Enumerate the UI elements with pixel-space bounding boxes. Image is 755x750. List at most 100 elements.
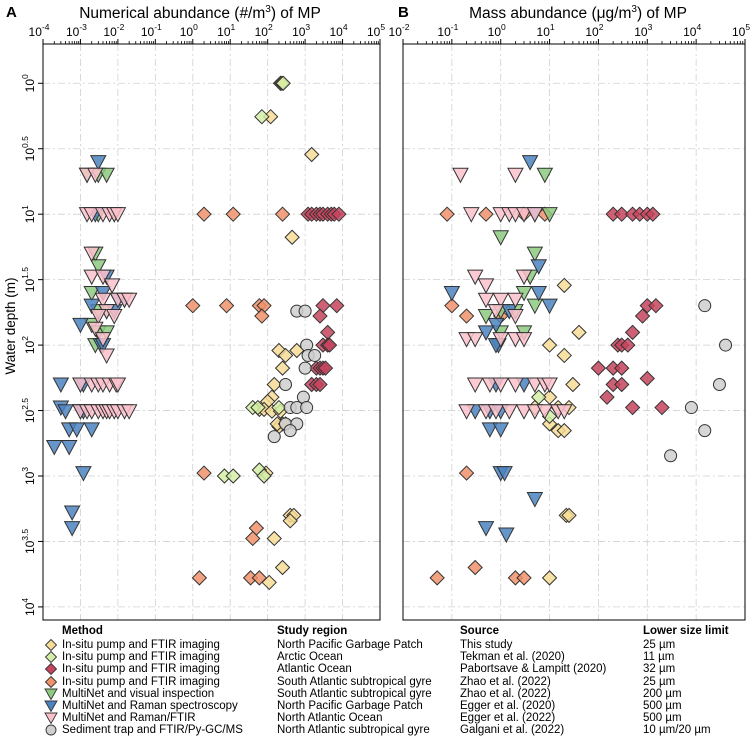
legend-row-size: 32 µm bbox=[643, 663, 676, 676]
data-point-a bbox=[283, 424, 297, 438]
x-tick-label-b: 101 bbox=[537, 22, 555, 39]
y-tick-label: 102.5 bbox=[20, 398, 37, 423]
y-tick-label: 101.5 bbox=[20, 267, 37, 292]
data-point-a bbox=[87, 321, 104, 338]
data-point-b bbox=[620, 337, 636, 353]
legend-row-method: In-situ pump and FTIR imaging bbox=[44, 663, 274, 676]
x-tick-label-a: 10-2 bbox=[103, 22, 124, 39]
legend-method-text: In-situ pump and FTIR imaging bbox=[62, 651, 220, 664]
data-point-a bbox=[63, 521, 81, 537]
x-tick-label-b: 103 bbox=[634, 22, 652, 39]
data-point-a bbox=[105, 309, 123, 325]
legend-row-size: 25 µm bbox=[643, 639, 676, 651]
legend-symbol bbox=[44, 663, 58, 676]
legend-row-method: Sediment trap and FTIR/Py-GC/MS bbox=[44, 724, 274, 736]
data-point-a bbox=[282, 513, 298, 529]
data-point-a bbox=[271, 399, 287, 416]
data-point-b bbox=[614, 206, 630, 222]
data-point-b bbox=[664, 449, 678, 463]
data-point-a bbox=[52, 377, 70, 394]
data-point-a bbox=[321, 337, 338, 353]
data-point-b bbox=[684, 401, 698, 415]
legend-symbol bbox=[44, 700, 58, 712]
data-point-b bbox=[526, 207, 544, 223]
legend-row-region: Arctic Ocean bbox=[277, 651, 343, 664]
legend-row-region: Atlantic Ocean bbox=[277, 663, 352, 676]
data-point-b bbox=[487, 404, 505, 420]
legend-row-size: 200 µm bbox=[643, 687, 682, 700]
x-tick-label-a: 101 bbox=[217, 22, 235, 39]
legend-method-column: Method In-situ pump and FTIR imaging In-s… bbox=[44, 624, 274, 737]
legend-row-method: In-situ pump and FTIR imaging bbox=[44, 651, 274, 664]
data-point-b bbox=[634, 308, 651, 324]
y-tick-label: 100.5 bbox=[20, 136, 37, 161]
data-point-b bbox=[614, 360, 630, 376]
legend-row-source: Pabortsave & Lampitt (2020) bbox=[460, 663, 607, 676]
legend-marker bbox=[44, 651, 58, 664]
x-tick-label-b: 10-1 bbox=[437, 22, 458, 39]
data-point-a bbox=[94, 292, 112, 309]
data-point-a bbox=[251, 570, 268, 586]
data-point-b bbox=[515, 332, 533, 348]
data-point-b bbox=[645, 206, 661, 222]
y-tick-label: 104 bbox=[20, 598, 37, 616]
legend-source-header: Source bbox=[460, 625, 499, 637]
data-point-a bbox=[191, 570, 208, 586]
data-point-a bbox=[245, 530, 261, 547]
legend: Method In-situ pump and FTIR imaging In-s… bbox=[0, 624, 755, 750]
legend-method-text: MultiNet and Raman/FTIR bbox=[62, 712, 196, 725]
data-point-b bbox=[541, 207, 558, 223]
data-point-a bbox=[83, 207, 101, 223]
data-point-b bbox=[526, 404, 544, 420]
data-point-a bbox=[225, 206, 241, 222]
grid-a bbox=[42, 44, 381, 620]
data-point-a bbox=[75, 466, 92, 482]
data-point-a bbox=[196, 465, 212, 481]
data-point-a bbox=[298, 304, 312, 318]
data-point-a bbox=[83, 246, 101, 263]
data-point-b bbox=[698, 424, 712, 438]
data-point-a bbox=[120, 292, 138, 309]
legend-source-column: Source This study Tekman et al. (2020) Pab… bbox=[460, 624, 640, 737]
y-tick-label: 103 bbox=[20, 467, 37, 485]
legend-symbol bbox=[44, 675, 58, 688]
data-point-a bbox=[225, 468, 241, 484]
data-point-b bbox=[452, 167, 469, 184]
legend-method-header: Method bbox=[62, 625, 103, 637]
data-point-b bbox=[530, 285, 548, 302]
x-tick-label-b: 104 bbox=[683, 22, 701, 39]
data-point-b bbox=[507, 167, 524, 184]
legend-method-text: In-situ pump and FTIR imaging bbox=[62, 663, 220, 676]
data-point-a bbox=[277, 347, 294, 364]
legend-row-size: 500 µm bbox=[643, 699, 682, 712]
data-point-b bbox=[571, 324, 587, 341]
data-point-b bbox=[492, 332, 510, 348]
legend-row-region: North Atlantic subtropical gyre bbox=[277, 724, 430, 737]
x-tick-label-b: 102 bbox=[585, 22, 603, 39]
data-point-b bbox=[526, 298, 544, 315]
legend-marker bbox=[44, 688, 58, 700]
legend-row-source: Tekman et al. (2020) bbox=[460, 651, 565, 664]
data-point-b bbox=[614, 376, 630, 393]
data-point-b bbox=[526, 492, 544, 508]
legend-symbol bbox=[44, 688, 58, 700]
x-tick-label-a: 10-1 bbox=[141, 22, 162, 39]
legend-size-header: Lower size limit bbox=[643, 625, 729, 637]
y-tick-label: 103.5 bbox=[20, 529, 37, 554]
data-point-a bbox=[329, 297, 345, 314]
panel-label-a: A bbox=[6, 4, 17, 21]
legend-row-source: Zhao et al. (2022) bbox=[460, 687, 551, 700]
data-point-b bbox=[492, 422, 510, 438]
data-point-a bbox=[274, 559, 291, 576]
x-tick-label-b: 100 bbox=[488, 22, 506, 39]
x-tick-label-b: 10-2 bbox=[389, 22, 410, 39]
data-point-a bbox=[284, 229, 300, 245]
data-point-b bbox=[719, 338, 733, 352]
data-point-a bbox=[60, 439, 78, 456]
data-point-b bbox=[624, 324, 641, 341]
data-point-a bbox=[312, 376, 328, 393]
legend-row-method: MultiNet and Raman spectroscopy bbox=[44, 700, 274, 712]
data-point-a bbox=[317, 360, 334, 376]
data-point-b bbox=[541, 337, 558, 353]
y-tick-label: 101 bbox=[20, 205, 37, 223]
